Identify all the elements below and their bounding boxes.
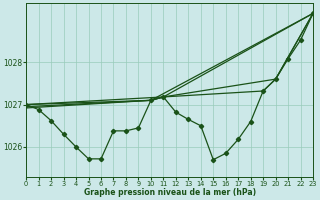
X-axis label: Graphe pression niveau de la mer (hPa): Graphe pression niveau de la mer (hPa)	[84, 188, 256, 197]
